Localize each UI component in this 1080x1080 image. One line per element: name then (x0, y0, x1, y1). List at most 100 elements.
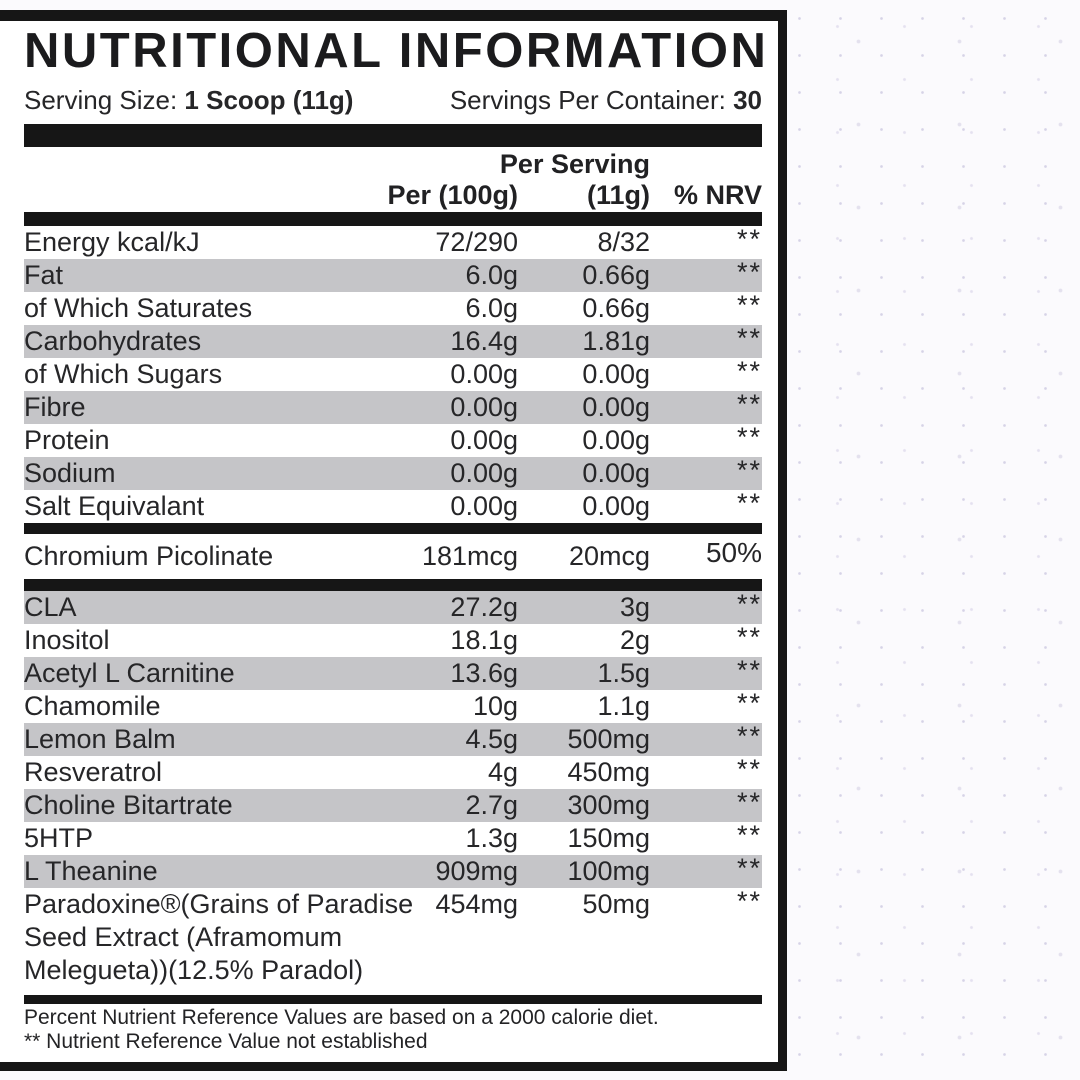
row-label: Fat (24, 260, 64, 290)
row-per-100g-value: 454mg (435, 889, 518, 919)
row-per-serving-value: 8/32 (597, 227, 650, 257)
row-nrv-value: ** (736, 688, 762, 718)
row-per-100g-value: 4.5g (465, 724, 518, 754)
row-nrv-value: ** (736, 787, 762, 817)
table-row: 5HTP 1.3g 150mg ** (24, 820, 762, 855)
column-header-per-serving-amount: (11g) (586, 180, 650, 210)
footnote-nrv-basis: Percent Nutrient Reference Values are ba… (24, 1006, 659, 1029)
row-label: Fibre (24, 392, 86, 422)
row-label: 5HTP (24, 823, 94, 853)
servings-per-container-value: 30 (733, 85, 762, 115)
row-nrv-value: ** (736, 589, 762, 619)
header-bottom-bar (24, 212, 762, 226)
table-row: Choline Bitartrate 2.7g 300mg ** (24, 787, 762, 822)
row-per-100g-value: 16.4g (450, 326, 518, 356)
row-nrv-value: ** (736, 655, 762, 685)
row-nrv-value: ** (736, 224, 762, 254)
row-per-serving-value: 1.5g (597, 658, 650, 688)
row-nrv-value: ** (736, 886, 762, 916)
serving-info-row: Serving Size: 1 Scoop (11g) Servings Per… (24, 85, 762, 115)
row-nrv-value: ** (736, 622, 762, 652)
row-per-100g-value: 6.0g (465, 293, 518, 323)
row-per-100g-value: 4g (487, 757, 518, 787)
table-row: Chromium Picolinate 181mcg 20mcg 50% (24, 534, 762, 579)
row-nrv-value: ** (736, 422, 762, 452)
section-divider-bar (24, 579, 762, 591)
row-per-100g-value: 72/290 (435, 227, 518, 257)
column-header-nrv: % NRV (673, 180, 762, 210)
table-row: Sodium 0.00g 0.00g ** (24, 455, 762, 490)
table-row: Acetyl L Carnitine 13.6g 1.5g ** (24, 655, 762, 690)
table-row: of Which Sugars 0.00g 0.00g ** (24, 356, 762, 391)
row-per-100g-value: 0.00g (450, 392, 518, 422)
row-nrv-value: ** (736, 754, 762, 784)
row-nrv-value: ** (736, 488, 762, 518)
table-row: Paradoxine®(Grains of Paradise Seed Extr… (24, 886, 762, 987)
row-per-serving-value: 2g (619, 625, 650, 655)
row-label: Paradoxine®(Grains of Paradise Seed Extr… (24, 889, 414, 985)
table-row: Fibre 0.00g 0.00g ** (24, 389, 762, 424)
row-per-serving-value: 3g (619, 592, 650, 622)
table-row: Fat 6.0g 0.66g ** (24, 257, 762, 292)
row-label: Chromium Picolinate (24, 541, 274, 571)
nutrition-table: Energy kcal/kJ 72/290 8/32 ** Fat 6.0g 0… (24, 224, 762, 987)
row-nrv-value: ** (736, 455, 762, 485)
table-column-headers: Per Serving Per (100g) (11g) % NRV (24, 147, 762, 212)
row-label: Resveratrol (24, 757, 163, 787)
row-per-serving-value: 0.00g (582, 392, 650, 422)
row-per-100g-value: 2.7g (465, 790, 518, 820)
table-row: Carbohydrates 16.4g 1.81g ** (24, 323, 762, 358)
nutrition-label-panel: NUTRITIONAL INFORMATION Serving Size: 1 … (0, 10, 787, 1071)
table-row: Resveratrol 4g 450mg ** (24, 754, 762, 789)
row-label: of Which Sugars (24, 359, 223, 389)
table-row: Inositol 18.1g 2g ** (24, 622, 762, 657)
table-row: CLA 27.2g 3g ** (24, 589, 762, 624)
row-per-100g-value: 10g (472, 691, 518, 721)
column-header-per-100g: Per (100g) (387, 180, 518, 210)
row-per-serving-value: 0.66g (582, 260, 650, 290)
row-label: Sodium (24, 458, 116, 488)
row-per-100g-value: 0.00g (450, 359, 518, 389)
serving-size: Serving Size: 1 Scoop (11g) (24, 85, 353, 115)
table-row: Chamomile 10g 1.1g ** (24, 688, 762, 723)
row-nrv-value: ** (736, 389, 762, 419)
footnote-not-established: ** Nutrient Reference Value not establis… (24, 1030, 428, 1053)
row-per-serving-value: 1.81g (582, 326, 650, 356)
row-per-serving-value: 150mg (567, 823, 650, 853)
row-per-serving-value: 0.00g (582, 359, 650, 389)
table-row: Protein 0.00g 0.00g ** (24, 422, 762, 457)
row-label: Acetyl L Carnitine (24, 658, 235, 688)
footer-bar (24, 995, 762, 1004)
row-label: Energy kcal/kJ (24, 227, 200, 257)
row-label: Carbohydrates (24, 326, 202, 356)
row-nrv-value: ** (736, 323, 762, 353)
row-per-100g-value: 18.1g (450, 625, 518, 655)
row-label: Lemon Balm (24, 724, 176, 754)
row-label: Choline Bitartrate (24, 790, 233, 820)
serving-size-label: Serving Size: (24, 85, 178, 115)
row-per-serving-value: 450mg (567, 757, 650, 787)
table-row: Lemon Balm 4.5g 500mg ** (24, 721, 762, 756)
row-per-100g-value: 909mg (435, 856, 518, 886)
row-label: of Which Saturates (24, 293, 253, 323)
row-nrv-value: 50% (705, 537, 762, 568)
row-per-100g-value: 181mcg (421, 541, 518, 571)
row-per-100g-value: 6.0g (465, 260, 518, 290)
header-top-bar (24, 124, 762, 147)
row-label: Protein (24, 425, 110, 455)
table-row: of Which Saturates 6.0g 0.66g ** (24, 290, 762, 325)
label-title: NUTRITIONAL INFORMATION (24, 24, 769, 78)
row-label: L Theanine (24, 856, 158, 886)
row-per-serving-value: 300mg (567, 790, 650, 820)
row-per-100g-value: 13.6g (450, 658, 518, 688)
row-nrv-value: ** (736, 853, 762, 883)
row-nrv-value: ** (736, 721, 762, 751)
column-header-per-serving: Per Serving (499, 149, 650, 179)
row-label: CLA (24, 592, 77, 622)
row-per-serving-value: 500mg (567, 724, 650, 754)
row-per-serving-value: 0.66g (582, 293, 650, 323)
row-per-100g-value: 0.00g (450, 425, 518, 455)
row-per-100g-value: 0.00g (450, 491, 518, 521)
servings-per-container-label: Servings Per Container: (449, 85, 726, 115)
section-divider-bar (24, 523, 762, 534)
